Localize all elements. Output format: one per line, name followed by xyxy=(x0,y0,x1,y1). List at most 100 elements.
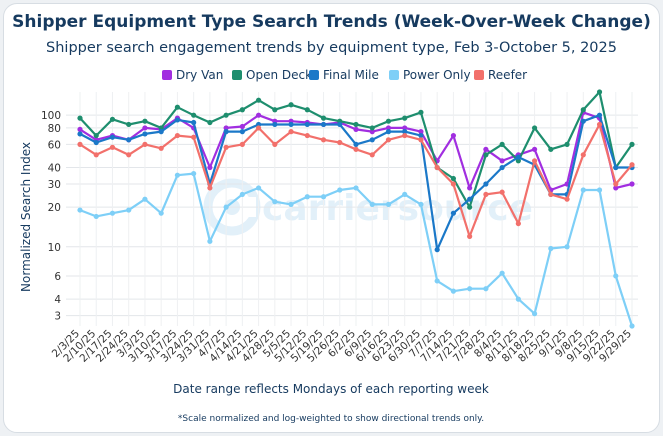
footnote: *Scale normalized and log-weighted to sh… xyxy=(178,414,484,424)
data-point xyxy=(77,126,83,132)
data-point xyxy=(531,311,538,317)
data-point xyxy=(531,158,538,164)
data-point xyxy=(272,199,278,205)
legend-swatch xyxy=(232,70,242,80)
data-point xyxy=(467,233,473,239)
data-point xyxy=(207,185,213,191)
data-point xyxy=(450,210,457,216)
data-point xyxy=(450,288,457,294)
y-tick-label: 10 xyxy=(48,242,61,254)
data-point xyxy=(418,109,424,115)
y-tick-label: 6 xyxy=(54,271,61,283)
data-point xyxy=(77,141,83,147)
data-point xyxy=(629,162,635,168)
data-point xyxy=(174,117,181,123)
y-axis-label: Normalized Search Index xyxy=(19,142,33,292)
data-point xyxy=(272,107,278,113)
legend-label: Dry Van xyxy=(176,68,223,82)
data-point xyxy=(239,123,245,130)
data-point xyxy=(402,125,408,131)
data-point xyxy=(548,146,554,152)
data-point xyxy=(191,112,197,118)
data-point xyxy=(515,220,521,227)
data-point xyxy=(158,210,164,216)
data-point xyxy=(174,104,181,110)
data-point xyxy=(450,181,457,187)
data-point xyxy=(580,118,586,124)
legend-label: Open Deck xyxy=(246,68,312,82)
data-point xyxy=(385,125,392,131)
y-tick-label: 80 xyxy=(48,123,61,135)
data-point xyxy=(499,164,505,171)
data-point xyxy=(239,141,245,147)
data-point xyxy=(77,207,83,213)
data-point xyxy=(191,170,197,177)
legend-label: Final Mile xyxy=(323,68,379,82)
data-point xyxy=(369,125,375,131)
legend-label: Power Only xyxy=(403,68,471,82)
data-point xyxy=(109,116,116,122)
data-point xyxy=(142,141,148,147)
data-point xyxy=(515,158,521,164)
data-point xyxy=(613,181,619,187)
data-point xyxy=(499,189,505,195)
data-point xyxy=(369,152,375,158)
legend-swatch xyxy=(162,70,172,80)
data-point xyxy=(109,144,116,150)
data-point xyxy=(288,121,294,128)
data-point xyxy=(288,201,294,207)
y-tick-label: 3 xyxy=(54,311,61,323)
data-point xyxy=(548,191,554,198)
data-point xyxy=(255,185,262,191)
data-point xyxy=(629,141,635,147)
data-point xyxy=(288,129,294,135)
data-point xyxy=(402,132,408,139)
data-point xyxy=(255,125,262,131)
y-tick-label: 60 xyxy=(48,139,61,151)
data-point xyxy=(580,107,586,113)
data-point xyxy=(223,204,229,210)
data-point xyxy=(126,121,132,128)
data-point xyxy=(77,115,83,121)
data-point xyxy=(93,139,99,146)
data-point xyxy=(629,181,635,187)
data-point xyxy=(418,129,424,135)
legend-swatch xyxy=(389,70,399,80)
data-point xyxy=(499,158,505,164)
data-point xyxy=(483,181,489,187)
chart-subtitle: Shipper search engagement trends by equi… xyxy=(46,40,617,56)
data-point xyxy=(369,137,375,143)
data-point xyxy=(353,185,359,191)
data-point xyxy=(109,134,116,140)
data-point xyxy=(402,191,408,198)
data-point xyxy=(207,238,213,244)
data-point xyxy=(385,201,392,207)
data-point xyxy=(580,152,586,158)
data-point xyxy=(288,102,294,108)
data-point xyxy=(353,126,359,132)
data-point xyxy=(158,145,164,151)
data-point xyxy=(467,204,473,210)
data-point xyxy=(418,132,424,139)
data-point xyxy=(142,196,148,202)
data-point xyxy=(548,245,554,252)
y-tick-label: 20 xyxy=(48,202,61,214)
data-point xyxy=(304,132,310,139)
data-point xyxy=(77,131,83,137)
data-point xyxy=(320,115,327,121)
data-point xyxy=(418,201,424,207)
data-point xyxy=(191,119,197,126)
data-point xyxy=(483,191,489,198)
data-point xyxy=(596,89,603,95)
data-point xyxy=(385,137,392,143)
data-point xyxy=(337,121,343,128)
data-point xyxy=(320,194,327,200)
data-point xyxy=(467,286,473,292)
data-point xyxy=(109,210,116,216)
legend-swatch xyxy=(474,70,484,80)
legend-swatch xyxy=(309,70,319,80)
data-point xyxy=(142,125,148,131)
data-point xyxy=(385,129,392,135)
data-point xyxy=(629,323,635,329)
data-point xyxy=(596,112,603,118)
